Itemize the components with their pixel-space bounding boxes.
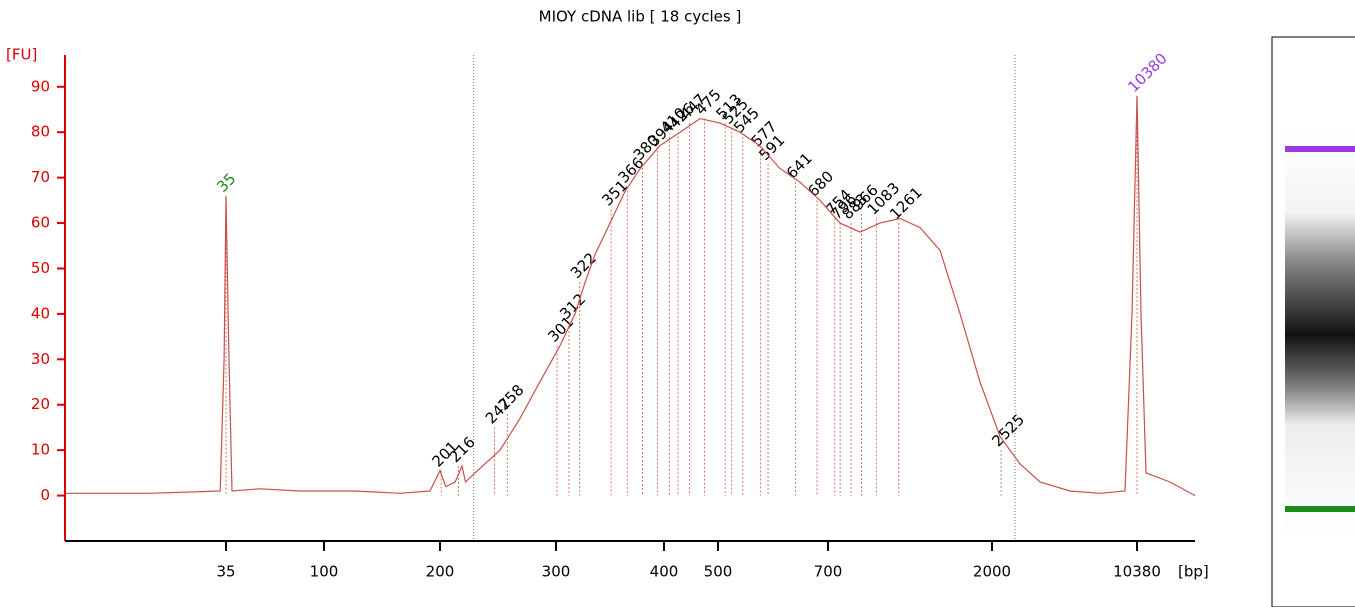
x-tick-label: 400 — [650, 563, 679, 581]
x-tick-label: 2000 — [973, 563, 1011, 581]
y-tick-label: 30 — [31, 350, 50, 368]
peak-label: 641 — [783, 149, 816, 182]
gel-smear — [1285, 130, 1355, 540]
x-tick-label: 35 — [216, 563, 235, 581]
peak-label: 216 — [446, 433, 479, 466]
y-tick-label: 90 — [31, 77, 50, 95]
chart-title: MIOY cDNA lib [ 18 cycles ] — [539, 8, 742, 26]
y-tick-label: 10 — [31, 441, 50, 459]
x-tick-label: 300 — [542, 563, 571, 581]
y-tick-label: 50 — [31, 259, 50, 277]
y-tick-label: 70 — [31, 168, 50, 186]
peak-label: 35 — [213, 170, 239, 196]
y-tick-label: 80 — [31, 123, 50, 141]
y-tick-label: 40 — [31, 304, 50, 322]
x-tick-label: 200 — [426, 563, 455, 581]
x-axis-label: [bp] — [1178, 563, 1209, 581]
x-tick-label: 500 — [704, 563, 733, 581]
x-tick-label: 700 — [814, 563, 843, 581]
peak-label: 2525 — [988, 410, 1028, 450]
x-tick-label: 10380 — [1113, 563, 1161, 581]
y-tick-label: 20 — [31, 395, 50, 413]
gel-lane — [1271, 36, 1355, 607]
y-tick-label: 60 — [31, 214, 50, 232]
peak-label: 10380 — [1124, 49, 1170, 95]
x-tick-label: 100 — [310, 563, 339, 581]
y-tick-label: 0 — [40, 486, 50, 504]
trace — [65, 95, 1196, 497]
y-axis-label: [FU] — [6, 46, 37, 64]
